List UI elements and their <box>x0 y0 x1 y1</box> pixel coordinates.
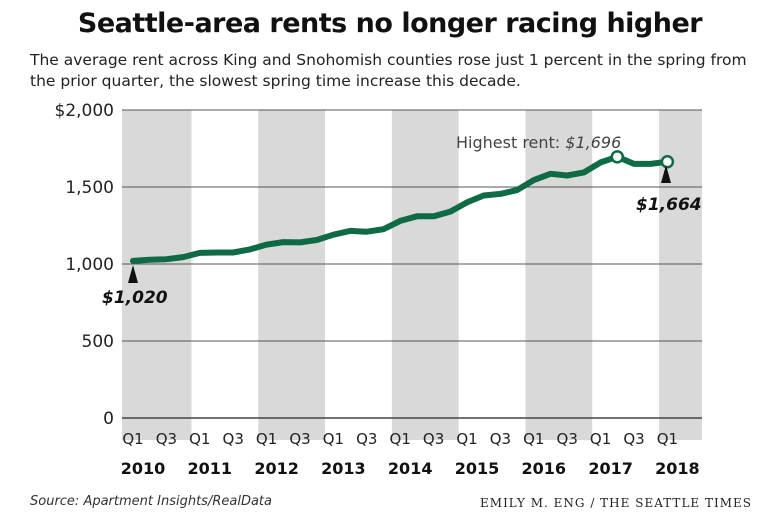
chart-subtitle: The average rent across King and Snohomi… <box>30 51 747 90</box>
credit-line: EMILY M. ENG / THE SEATTLE TIMES <box>480 496 752 510</box>
annotations: Highest rent: $1,696 $1,020 $1,664 <box>102 133 702 308</box>
x-tick-year: 2011 <box>188 459 233 478</box>
series-markers <box>610 150 675 169</box>
x-tick-quarter: Q3 <box>557 430 578 448</box>
x-tick-quarter: Q1 <box>590 430 611 448</box>
x-tick-quarter: Q1 <box>390 430 411 448</box>
year-band-2016 <box>525 110 593 440</box>
end-arrow <box>661 165 671 183</box>
source-note: Source: Apartment Insights/RealData <box>30 494 272 509</box>
start-value-label: $1,020 <box>102 288 168 308</box>
year-band-2014 <box>391 110 459 440</box>
x-tick-year: 2018 <box>655 459 700 478</box>
x-tick-quarter: Q3 <box>623 430 644 448</box>
y-tick-label: 1,500 <box>65 178 114 198</box>
x-tick-quarter: Q1 <box>456 430 477 448</box>
x-tick-quarter: Q1 <box>122 430 143 448</box>
series-line <box>130 153 671 264</box>
gridlines <box>122 109 702 419</box>
end-value-label: $1,664 <box>636 195 702 215</box>
x-tick-year: 2015 <box>455 459 500 478</box>
x-tick-quarter: Q3 <box>490 430 511 448</box>
x-tick-year: 2012 <box>254 459 299 478</box>
y-tick-label: 1,000 <box>65 255 114 275</box>
x-tick-year: 2014 <box>388 459 433 478</box>
x-tick-year: 2017 <box>588 459 633 478</box>
year-band-2012 <box>258 110 326 440</box>
highest-rent-label: Highest rent: $1,696 <box>456 133 621 152</box>
y-tick-label: 500 <box>82 332 114 352</box>
x-tick-quarter: Q1 <box>323 430 344 448</box>
x-tick-quarter: Q1 <box>657 430 678 448</box>
x-tick-quarter: Q3 <box>356 430 377 448</box>
x-tick-quarter: Q3 <box>423 430 444 448</box>
y-tick-label: 0 <box>103 409 114 429</box>
start-arrow <box>128 265 138 283</box>
y-axis-ticks: $2,000 1,500 1,000 500 0 <box>55 101 114 429</box>
x-tick-quarter: Q3 <box>223 430 244 448</box>
x-tick-quarter: Q1 <box>256 430 277 448</box>
x-tick-year: 2013 <box>321 459 366 478</box>
highest-point-marker <box>610 150 625 164</box>
latest-point-marker <box>660 154 675 169</box>
highest-rent-value: $1,696 <box>565 133 621 152</box>
x-axis-ticks: Q1 Q3 2010 Q1 Q3 2011 Q1 Q3 2012 Q1 Q3 2013 Q1 Q3 2014… <box>121 430 700 478</box>
x-tick-quarter: Q3 <box>289 430 310 448</box>
x-tick-quarter: Q3 <box>156 430 177 448</box>
y-tick-label: $2,000 <box>55 101 114 121</box>
x-tick-year: 2010 <box>121 459 166 478</box>
year-shading-bands <box>122 110 702 440</box>
chart-title: Seattle-area rents no longer racing high… <box>77 8 703 39</box>
x-tick-year: 2016 <box>522 459 567 478</box>
x-tick-quarter: Q1 <box>523 430 544 448</box>
x-tick-quarter: Q1 <box>189 430 210 448</box>
